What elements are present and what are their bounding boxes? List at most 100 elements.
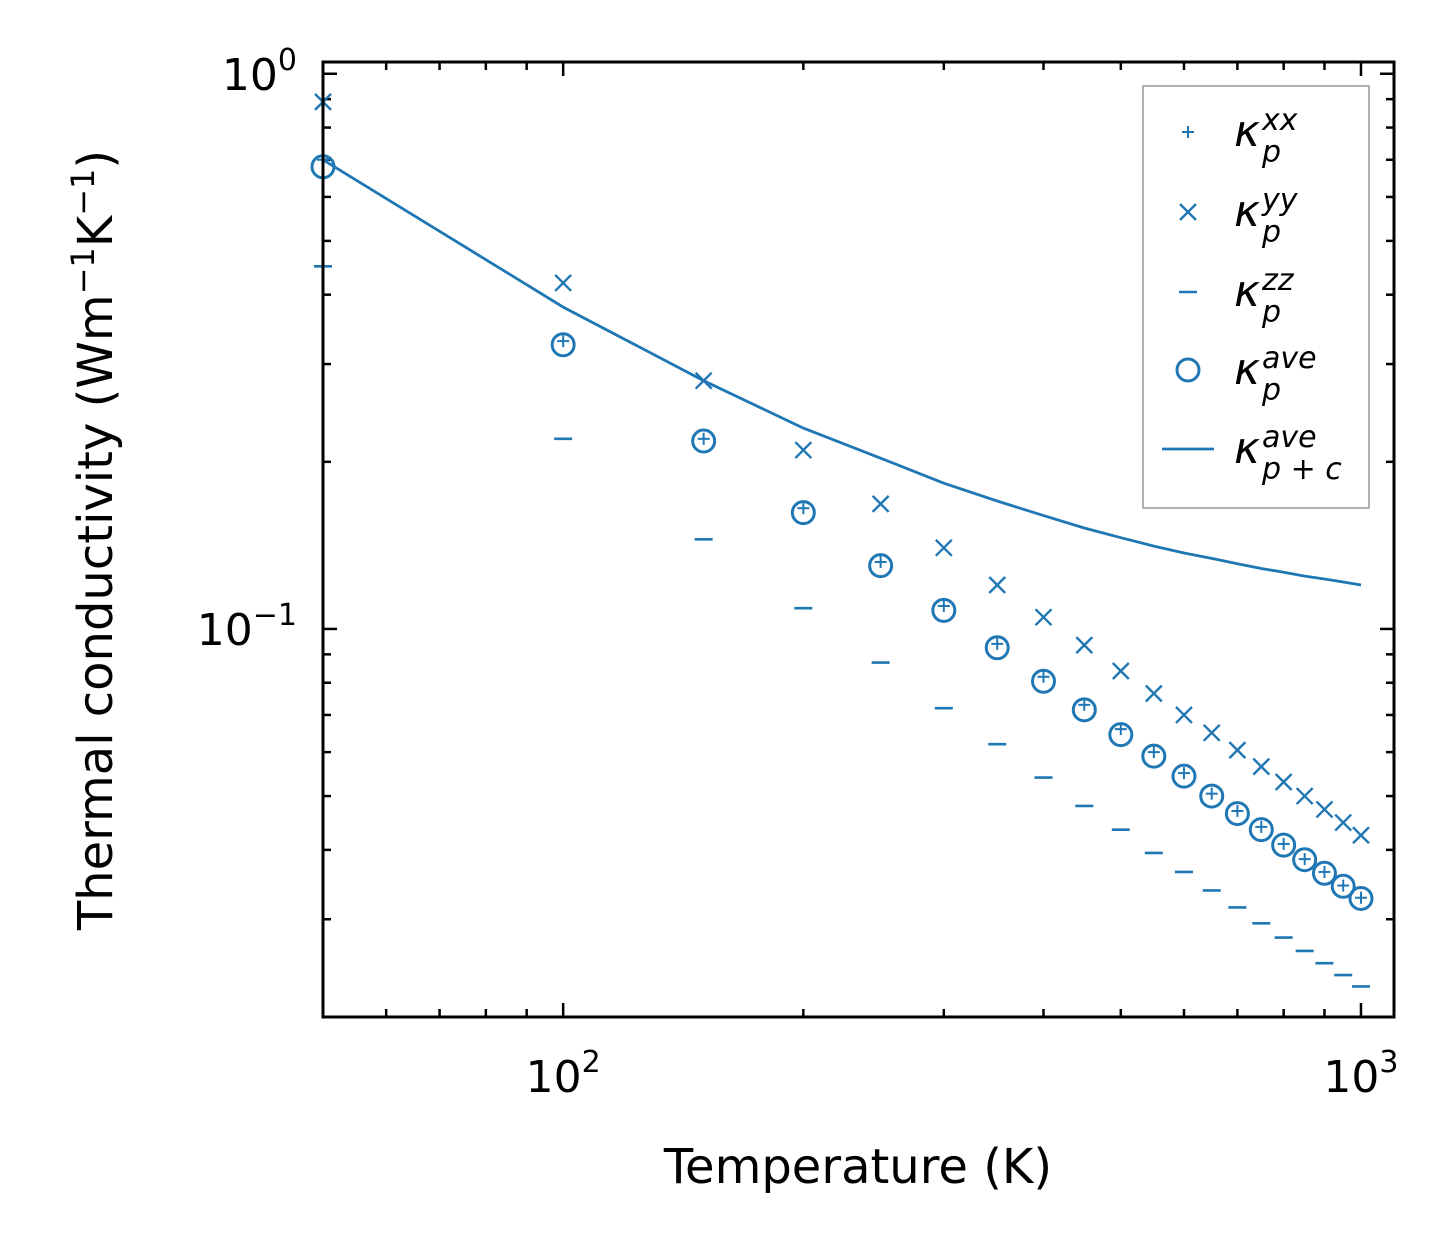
kappa_p_ave-point — [1248, 817, 1274, 843]
kappa_p_ave-point — [790, 500, 816, 526]
legend-subscript: p — [1261, 215, 1281, 250]
kappa_p_yy-point — [1075, 636, 1094, 654]
x-tick-label: 103 — [1323, 1045, 1398, 1103]
kappa_p_xx-point — [1298, 853, 1311, 866]
kappa_p_xx-point — [1114, 723, 1127, 736]
kappa_p_yy-point — [1352, 826, 1370, 845]
x-axis-label: Temperature (K) — [663, 1139, 1052, 1195]
x-b — [1075, 636, 1094, 654]
kappa_p_xx-point — [1255, 820, 1268, 833]
kappa_p_xx-point — [1147, 746, 1160, 759]
kappa_p_ave-point — [1171, 763, 1197, 789]
x-b — [871, 495, 890, 513]
kappa_p_yy-point — [988, 576, 1007, 594]
kappa_p_yy-point — [1315, 800, 1334, 819]
kappa_p_xx-point — [697, 432, 710, 445]
legend-superscript: ave — [1262, 341, 1317, 376]
x-b — [1295, 787, 1314, 805]
x-b — [1034, 608, 1053, 627]
x-tick-label: 102 — [526, 1045, 601, 1103]
kappa_p_xx-point — [1318, 865, 1331, 878]
kappa_p_xx-point — [1277, 837, 1290, 850]
legend-subscript: p + c — [1261, 452, 1342, 487]
x-b — [1202, 723, 1221, 742]
kappa_p_ave-point — [984, 635, 1010, 661]
kappa_p_xx-point — [1078, 698, 1091, 711]
legend-entry-kappa_p_xx: κ pxx — [1182, 103, 1298, 170]
kappa_p_xx-point — [1337, 879, 1350, 892]
kappa_p_yy-point — [934, 538, 953, 557]
x-b — [794, 441, 813, 459]
kappa_p_ave-point — [1030, 668, 1056, 694]
kappa_p_yy-point — [1144, 684, 1163, 703]
kappa_p_xx-point — [1037, 670, 1050, 683]
legend-subscript: p — [1261, 373, 1281, 408]
legend-box — [1142, 85, 1370, 509]
x-b — [1144, 684, 1163, 703]
y-tick-label: 100 — [222, 43, 297, 101]
kappa_p_yy-point — [1111, 662, 1130, 680]
kappa_p_yy-point — [1252, 757, 1271, 776]
kappa_p_ave-point — [868, 553, 894, 579]
tick-labels: 102 103 10−1 100 — [197, 43, 1399, 1103]
kappa_p_yy-point — [1334, 813, 1353, 832]
legend-label: κ — [1234, 106, 1260, 157]
legend-circle-icon — [1175, 357, 1201, 383]
kappa_p_xx-point — [1354, 891, 1367, 904]
kappa_p_xx-point — [557, 335, 570, 348]
kappa_p_yy-point — [1228, 741, 1247, 759]
legend-subscript: p — [1261, 135, 1281, 170]
kappa_p_ave-point — [1224, 801, 1250, 827]
x-b — [694, 371, 713, 390]
x-b — [934, 538, 953, 557]
kappa_p_yy-point — [1274, 773, 1293, 791]
kappa_p_yy-point — [1034, 608, 1053, 627]
legend-x-icon — [1179, 203, 1197, 221]
x-b — [1352, 826, 1370, 845]
x-b — [988, 576, 1007, 594]
kappa_p_xx-point — [1205, 787, 1218, 800]
kappa_p_yy-point — [1175, 706, 1193, 724]
x-b — [1315, 800, 1334, 819]
kappa_p_ave-point — [1292, 847, 1318, 873]
legend-label: κ — [1234, 344, 1260, 395]
legend-superscript: xx — [1261, 103, 1298, 138]
data-marks — [310, 93, 1374, 988]
legend-subscript: p — [1261, 295, 1281, 330]
x-b — [1111, 662, 1130, 680]
kappa_p_ave-point — [1348, 885, 1374, 911]
y-axis-label: Thermal conductivity (Wm−1K−1) — [64, 150, 124, 931]
kappa_p_yy-point — [794, 441, 813, 459]
x-b — [1179, 203, 1197, 221]
kappa_p_xx-point — [1177, 767, 1190, 780]
legend-entry-kappa_p_yy: κ pyy — [1179, 183, 1299, 250]
kappa_p_xx-point — [1231, 804, 1244, 817]
kappa_p_ave-point — [1330, 873, 1356, 899]
kappa_p_yy-point — [1202, 723, 1221, 742]
kappa_p_xx-point — [797, 502, 810, 515]
kappa_p_yy-point — [694, 371, 713, 390]
kappa_p_xx-point — [937, 599, 950, 612]
kappa_p_plus_c_ave-line — [322, 158, 1362, 587]
legend-label: κ — [1234, 186, 1260, 237]
kappa_p_yy-point — [554, 274, 573, 292]
legend-superscript: ave — [1262, 420, 1317, 455]
kappa_p_xx-point — [874, 556, 887, 569]
kappa_p_ave-point — [931, 597, 957, 623]
kappa_p_yy-point — [871, 495, 890, 513]
x-b — [1274, 773, 1293, 791]
kappa_p_ave-point — [1271, 832, 1297, 858]
kappa_p_ave-point — [1199, 783, 1225, 809]
legend-plus-icon — [1182, 126, 1194, 138]
legend-entry-kappa_p_zz: κ pzz — [1179, 263, 1295, 330]
kappa_p_ave-point — [1311, 860, 1337, 886]
kappa_p_xx-point — [991, 637, 1004, 650]
legend-label: κ — [1234, 266, 1260, 317]
x-b — [1252, 757, 1271, 776]
plot-frame — [321, 60, 1396, 1019]
legend-label: κ — [1234, 423, 1260, 474]
kappa_p_yy-point — [1295, 787, 1314, 805]
